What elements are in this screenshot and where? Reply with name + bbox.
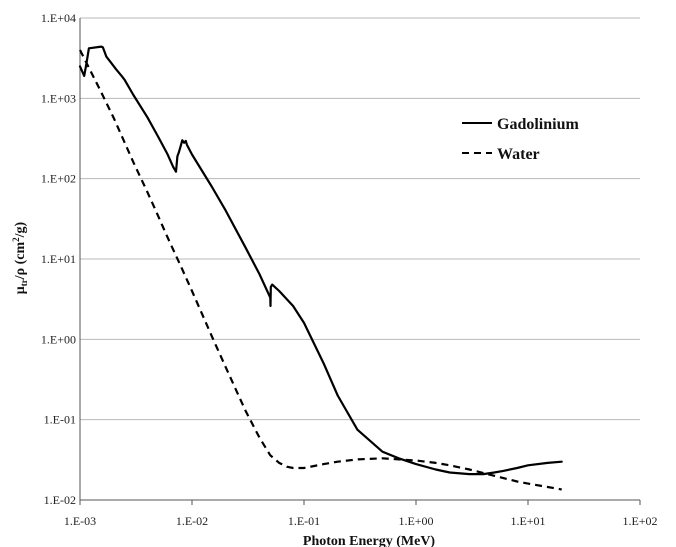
y-axis-title: μtr/ρ (cm2/g) <box>11 221 29 294</box>
x-tick-label: 1.E-01 <box>288 514 320 528</box>
y-tick-label: 1.E-02 <box>44 493 76 507</box>
series-line-water <box>79 49 562 491</box>
x-tick-label: 1.E+01 <box>510 514 545 528</box>
axes <box>79 18 641 505</box>
y-tick-label: 1.E+03 <box>41 91 76 105</box>
y-tick-label: 1.E+00 <box>41 332 76 346</box>
x-axis-title: Photon Energy (MeV) <box>303 534 436 547</box>
x-tick-label: 1.E-03 <box>64 514 96 528</box>
y-tick-label: 1.E+04 <box>41 11 76 25</box>
y-axis-title-end: /g) <box>13 221 28 238</box>
legend-label-water: Water <box>497 146 540 163</box>
y-axis-title-main: μ <box>13 286 28 294</box>
legend: Gadolinium Water <box>462 116 579 163</box>
y-axis-title-middle: /ρ (cm <box>13 242 28 281</box>
y-axis-title-subscript: tr <box>19 279 29 286</box>
x-tick-label: 1.E+02 <box>622 514 657 528</box>
series-line-gadolinium <box>78 45 563 476</box>
y-tick-label: 1.E+02 <box>41 172 76 186</box>
legend-label-gadolinium: Gadolinium <box>497 116 579 133</box>
y-axis-title-superscript: 2 <box>11 237 21 242</box>
y-tick-label: 1.E+01 <box>41 252 76 266</box>
x-tick-label: 1.E-02 <box>176 514 208 528</box>
grid-lines <box>80 17 640 421</box>
data-series <box>78 45 563 491</box>
tick-labels: 1.E-02 1.E-01 1.E+00 1.E+01 1.E+02 1.E+03 1.E+… <box>41 11 658 528</box>
y-tick-label: 1.E-01 <box>44 413 76 427</box>
x-tick-label: 1.E+00 <box>398 514 433 528</box>
